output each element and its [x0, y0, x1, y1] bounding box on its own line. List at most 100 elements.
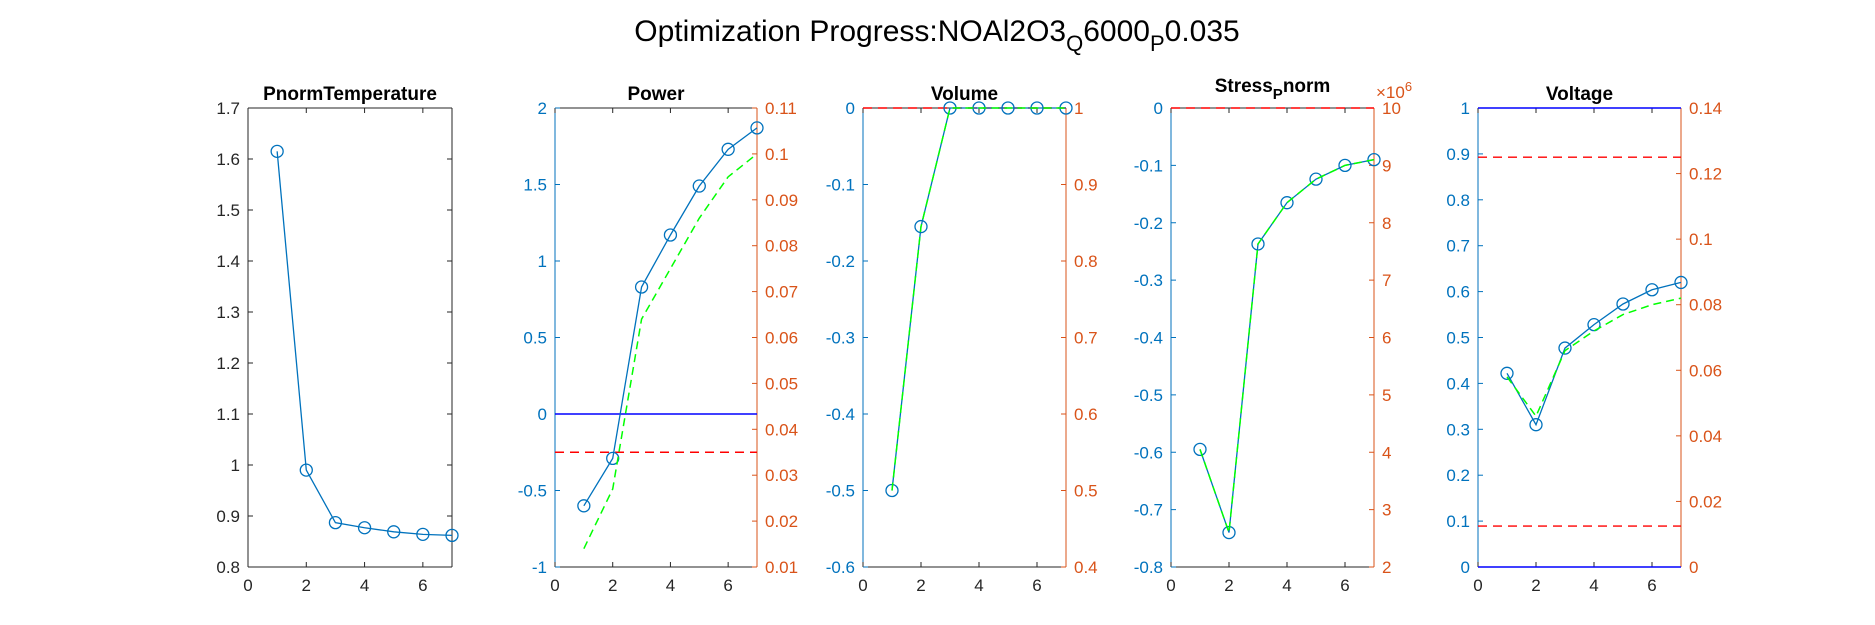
y-tick-label: 0.6 [1446, 283, 1470, 302]
data-point-marker [270, 144, 284, 159]
right-y-tick-label: 0.08 [1689, 296, 1722, 315]
right-y-tick-label: 0.01 [765, 558, 798, 577]
right-y-tick-label: 7 [1382, 271, 1391, 290]
y-tick-label: 0.3 [1446, 420, 1470, 439]
x-tick-label: 0 [1166, 576, 1175, 595]
data-point-marker [1558, 341, 1572, 355]
figure-title: Optimization Progress:NOAl2O3Q6000P0.035 [634, 15, 1239, 56]
y-tick-label: -0.6 [1134, 443, 1163, 462]
right-y-tick-label: 0.06 [1689, 361, 1722, 380]
subplot-1: 0 2 4 6 0.8 0.9 1 1.1 1.2 1.3 1.4 1.5 1.6 1.7 PnormTem… [216, 84, 459, 595]
objective-series-line [1199, 158, 1375, 533]
subplot-panels: 0 2 4 6 0.8 0.9 1 1.1 1.2 1.3 1.4 1.5 1.6 1.7 PnormTem… [216, 76, 1722, 595]
y-tick-label: 1.3 [216, 303, 240, 322]
right-y-tick-label: 0.05 [765, 374, 798, 393]
figure-title-main: Optimization Progress:NOAl2O3 [634, 15, 1066, 48]
y-tick-label: 0.2 [1446, 466, 1470, 485]
data-point-marker [1645, 283, 1659, 297]
subplot-4: 0 2 4 6 -0.8 -0.7 -0.6 -0.5 -0.4 -0.3 -0.2 -0.1 0 2 3 4… [1134, 76, 1412, 595]
subplot-title: StressPnorm [1215, 76, 1331, 103]
constraint-value-dashed-line [583, 153, 758, 549]
x-tick-label: 6 [1647, 576, 1656, 595]
data-point-marker [1309, 172, 1323, 186]
x-tick-label: 4 [1589, 576, 1598, 595]
data-point-marker [328, 515, 343, 530]
y-tick-label: -0.6 [826, 558, 855, 577]
right-y-tick-label: 0.02 [1689, 492, 1722, 511]
objective-series-line [276, 151, 453, 537]
right-axis-exponent: ×106 [1376, 79, 1412, 102]
y-tick-label: 1.5 [523, 176, 547, 195]
data-point-marker [1193, 442, 1207, 457]
objective-series-line [1506, 281, 1682, 427]
y-tick-label: 2 [538, 99, 547, 118]
x-tick-label: 6 [418, 576, 427, 595]
x-tick-label: 2 [302, 576, 311, 595]
x-tick-label: 2 [608, 576, 617, 595]
x-tick-label: 6 [723, 576, 732, 595]
x-tick-label: 4 [666, 576, 675, 595]
subplot-3: 0 2 4 6 -0.6 -0.5 -0.4 -0.3 -0.2 -0.1 0 0.4 0.5 0.6 0.… [826, 84, 1098, 595]
figure-title-end: 0.035 [1165, 15, 1240, 48]
data-point-marker [663, 228, 678, 242]
y-tick-label: -0.1 [826, 176, 855, 195]
right-y-tick-label: 10 [1382, 99, 1401, 118]
y-tick-label: 0.8 [1446, 191, 1470, 210]
subplot-title: PnormTemperature [263, 84, 437, 105]
x-tick-label: 2 [1224, 576, 1233, 595]
data-point-marker [692, 179, 706, 193]
y-tick-label: -0.5 [1134, 386, 1163, 405]
x-tick-label: 6 [1032, 576, 1041, 595]
y-tick-label: 0.7 [1446, 237, 1470, 256]
right-y-tick-label: 5 [1382, 386, 1391, 405]
right-y-tick-label: 0.7 [1074, 329, 1098, 348]
figure-title-sub2: P [1150, 31, 1165, 56]
y-tick-label: -0.4 [826, 405, 855, 424]
data-point-marker [1529, 418, 1543, 432]
right-y-tick-label: 6 [1382, 329, 1391, 348]
data-point-marker [1500, 366, 1514, 380]
right-y-tick-label: 8 [1382, 214, 1391, 233]
data-point-marker [1616, 297, 1630, 311]
right-y-tick-label: 0.4 [1074, 558, 1098, 577]
y-tick-label: -0.2 [826, 252, 855, 271]
right-y-tick-label: 0.04 [765, 420, 798, 439]
right-y-tick-label: 0.1 [1689, 230, 1713, 249]
right-y-tick-label: 0.1 [765, 145, 789, 164]
constraint-value-dashed-line [891, 107, 1066, 491]
subplot-title: Voltage [1546, 84, 1613, 105]
data-point-marker [445, 528, 459, 543]
figure-title-sub1: Q [1066, 31, 1083, 56]
y-tick-label: 0.1 [1446, 512, 1470, 531]
data-point-marker [416, 527, 430, 542]
y-tick-label: 1.4 [216, 252, 240, 271]
right-y-tick-label: 0.5 [1074, 482, 1098, 501]
x-tick-label: 4 [1282, 576, 1291, 595]
data-point-marker [750, 121, 764, 135]
y-tick-label: -0.4 [1134, 329, 1163, 348]
y-tick-label: -0.3 [1134, 271, 1163, 290]
x-tick-label: 6 [1340, 576, 1349, 595]
data-point-marker [721, 142, 735, 156]
objective-series-line [891, 107, 1066, 491]
data-point-marker [1338, 158, 1352, 173]
y-tick-label: 0.8 [216, 558, 240, 577]
y-tick-label: 1.7 [216, 99, 240, 118]
y-tick-label: 0.4 [1446, 374, 1470, 393]
right-y-tick-label: 4 [1382, 443, 1391, 462]
data-point-marker [634, 280, 649, 294]
right-y-tick-label: 0.8 [1074, 252, 1098, 271]
x-tick-label: 0 [550, 576, 559, 595]
data-point-marker [1280, 196, 1294, 210]
x-tick-label: 0 [1473, 576, 1482, 595]
x-tick-label: 0 [858, 576, 867, 595]
right-y-tick-label: 0.11 [765, 99, 797, 118]
right-y-tick-label: 0.02 [765, 512, 798, 531]
y-tick-label: 1.2 [216, 354, 240, 373]
x-tick-label: 4 [974, 576, 983, 595]
right-y-tick-label: 0 [1689, 558, 1698, 577]
data-point-marker [387, 525, 401, 539]
subplot-5: 0 2 4 6 0 0.1 0.2 0.3 0.4 0.5 0.6 0.7 0.8 0.9 1 0 0.02 0.… [1446, 84, 1722, 595]
right-y-tick-label: 0.6 [1074, 405, 1098, 424]
